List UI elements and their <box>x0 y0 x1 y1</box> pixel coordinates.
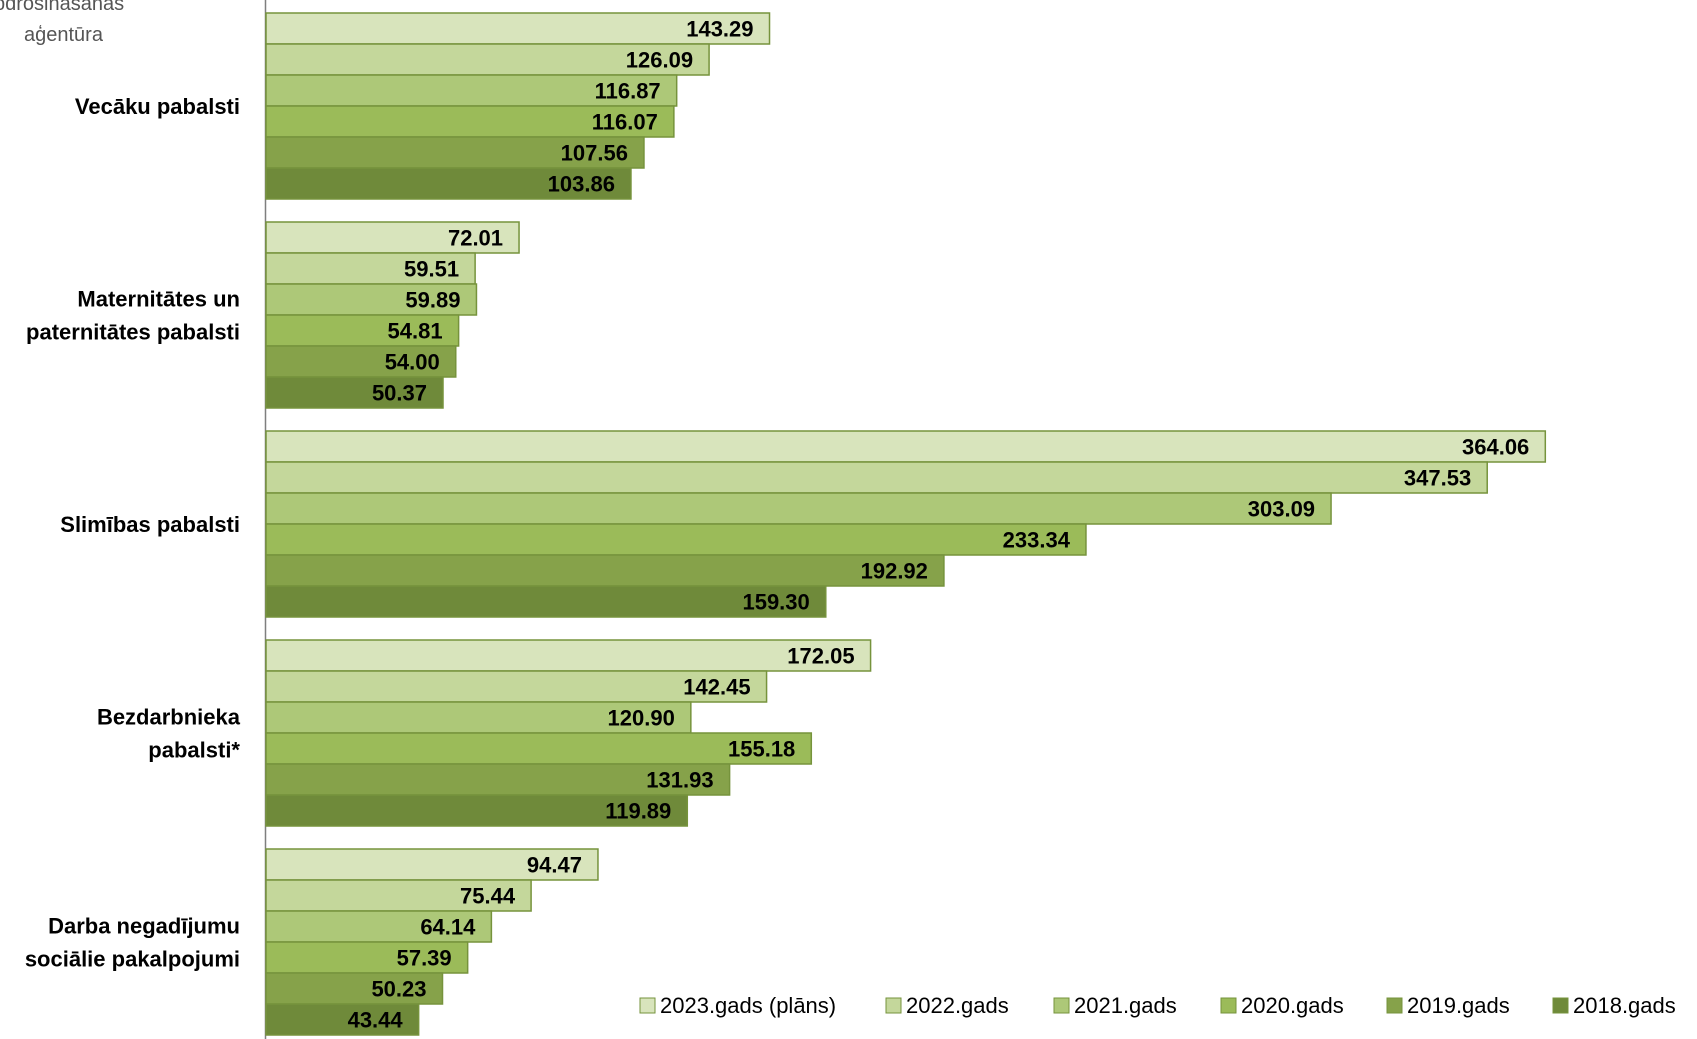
data-label: 43.44 <box>348 1008 404 1033</box>
legend-entry: 2021.gads <box>1074 993 1177 1018</box>
logo-line-2: aģentūra <box>24 24 104 46</box>
legend-swatch <box>1386 997 1403 1014</box>
data-label: 120.90 <box>608 706 675 731</box>
category-labels: Vecāku pabalsti Maternitātes un paternitāt… <box>25 94 241 972</box>
bar <box>265 252 476 285</box>
bar <box>265 639 872 672</box>
data-label: 57.39 <box>397 946 452 971</box>
data-label: 54.00 <box>385 350 440 375</box>
data-label: 54.81 <box>388 319 443 344</box>
data-label: 59.89 <box>405 288 460 313</box>
bar <box>265 848 599 881</box>
data-label: 159.30 <box>742 590 809 615</box>
bar <box>265 283 478 316</box>
data-label: 364.06 <box>1462 435 1529 460</box>
data-label: 233.34 <box>1003 528 1071 553</box>
data-label: 347.53 <box>1404 466 1471 491</box>
data-label: 116.07 <box>592 110 658 135</box>
bar <box>265 701 692 734</box>
data-label: 116.87 <box>595 79 661 104</box>
category-label: Vecāku pabalsti <box>75 94 240 119</box>
bar <box>265 794 689 827</box>
data-label: 50.23 <box>371 977 426 1002</box>
category-label: pabalsti* <box>148 738 240 763</box>
category-label: Darba negadījumu <box>48 914 240 939</box>
category-label: Bezdarbnieka <box>97 705 241 730</box>
legend-swatch <box>1220 997 1237 1014</box>
data-label: 155.18 <box>728 737 795 762</box>
category-label: paternitātes pabalsti <box>26 320 240 345</box>
category-label: Slimības pabalsti <box>60 512 240 537</box>
bar <box>265 314 460 347</box>
data-label: 126.09 <box>626 48 693 73</box>
logo: pdrošināšanas aģentūra <box>0 0 124 46</box>
legend-entry: 2023.gads (plāns) <box>660 993 836 1018</box>
logo-line-1: pdrošināšanas <box>0 0 124 15</box>
data-label: 131.93 <box>646 768 713 793</box>
legend-swatch <box>1552 997 1569 1014</box>
category-label: Maternitātes un <box>77 287 240 312</box>
data-label: 172.05 <box>787 644 854 669</box>
bar <box>265 492 1332 525</box>
legend-swatch <box>639 997 656 1014</box>
data-label: 75.44 <box>460 884 516 909</box>
legend-entry: 2018.gads <box>1573 993 1676 1018</box>
bar <box>265 430 1547 463</box>
bar <box>265 43 710 76</box>
bars: 143.29 126.09 116.87 116.07 107.56 103.86 72.0… <box>265 12 1547 1036</box>
bar <box>265 136 645 169</box>
bar <box>265 585 827 618</box>
category-label: sociālie pakalpojumi <box>25 947 240 972</box>
data-label: 50.37 <box>372 381 427 406</box>
legend-swatch <box>1053 997 1070 1014</box>
bar <box>265 221 520 254</box>
data-label: 59.51 <box>404 257 459 282</box>
bar <box>265 1003 420 1036</box>
data-label: 303.09 <box>1248 497 1315 522</box>
bar <box>265 554 945 587</box>
data-label: 143.29 <box>686 17 753 42</box>
data-label: 192.92 <box>861 559 928 584</box>
bar <box>265 523 1087 556</box>
bar <box>265 345 457 378</box>
bar <box>265 376 444 409</box>
legend-entry: 2020.gads <box>1241 993 1344 1018</box>
bar <box>265 167 632 200</box>
data-label: 72.01 <box>448 226 503 251</box>
data-label: 94.47 <box>527 853 582 878</box>
legend: 2023.gads (plāns) 2022.gads 2021.gads 2020.… <box>639 993 1676 1018</box>
legend-swatch <box>885 997 902 1014</box>
bar <box>265 670 768 703</box>
legend-entry: 2019.gads <box>1407 993 1510 1018</box>
data-label: 119.89 <box>605 799 671 824</box>
data-label: 142.45 <box>683 675 750 700</box>
data-label: 64.14 <box>420 915 476 940</box>
bar <box>265 461 1488 494</box>
data-label: 103.86 <box>548 172 615 197</box>
data-label: 107.56 <box>561 141 628 166</box>
legend-entry: 2022.gads <box>906 993 1009 1018</box>
